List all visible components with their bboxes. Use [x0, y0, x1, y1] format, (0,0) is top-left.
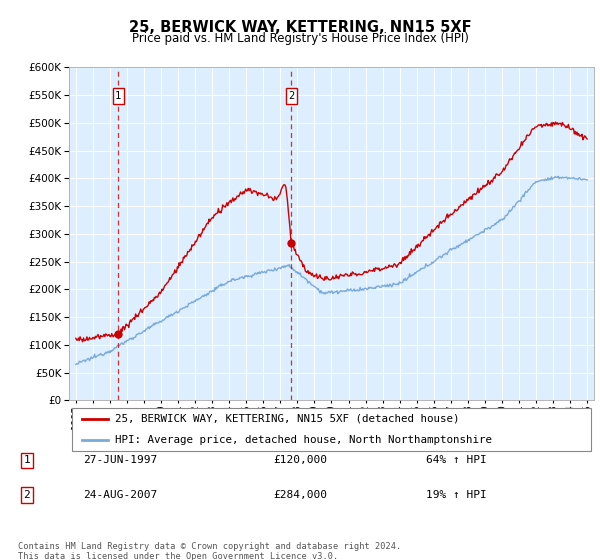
Text: 2: 2: [289, 91, 295, 101]
Text: 19% ↑ HPI: 19% ↑ HPI: [425, 490, 487, 500]
Text: 25, BERWICK WAY, KETTERING, NN15 5XF: 25, BERWICK WAY, KETTERING, NN15 5XF: [128, 20, 472, 35]
Text: HPI: Average price, detached house, North Northamptonshire: HPI: Average price, detached house, Nort…: [115, 435, 492, 445]
Text: 24-AUG-2007: 24-AUG-2007: [83, 490, 157, 500]
FancyBboxPatch shape: [71, 408, 592, 451]
Text: 1: 1: [115, 91, 121, 101]
Text: 27-JUN-1997: 27-JUN-1997: [83, 455, 157, 465]
Text: 25, BERWICK WAY, KETTERING, NN15 5XF (detached house): 25, BERWICK WAY, KETTERING, NN15 5XF (de…: [115, 414, 460, 424]
Text: £120,000: £120,000: [273, 455, 327, 465]
Text: 2: 2: [23, 490, 31, 500]
Text: Contains HM Land Registry data © Crown copyright and database right 2024.
This d: Contains HM Land Registry data © Crown c…: [18, 542, 401, 560]
Text: 1: 1: [23, 455, 31, 465]
Text: £284,000: £284,000: [273, 490, 327, 500]
Text: 64% ↑ HPI: 64% ↑ HPI: [425, 455, 487, 465]
Text: Price paid vs. HM Land Registry's House Price Index (HPI): Price paid vs. HM Land Registry's House …: [131, 32, 469, 45]
